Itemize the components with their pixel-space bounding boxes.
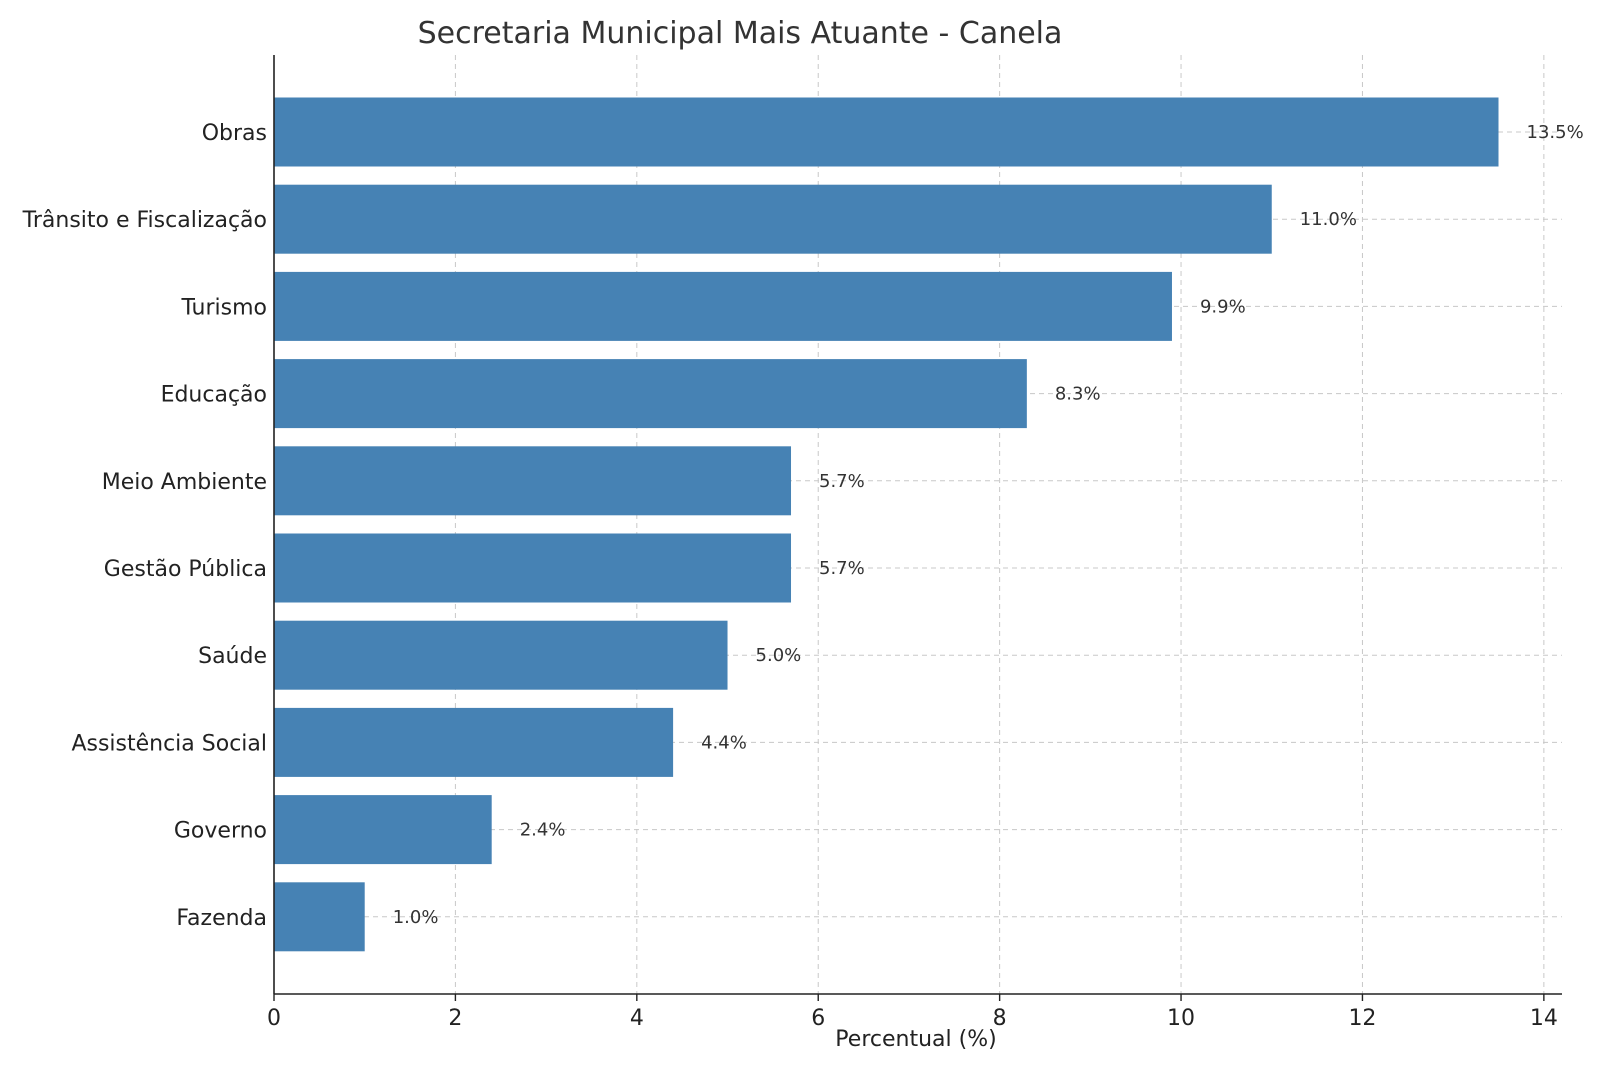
bar-0 (274, 97, 1499, 167)
category-label-9: Fazenda (176, 906, 267, 931)
value-label-1: 11.0% (1300, 209, 1357, 230)
value-label-3: 8.3% (1055, 384, 1101, 405)
x-tick-labels: 0 2 4 6 8 10 12 14 (267, 994, 1558, 1031)
value-label-2: 9.9% (1200, 296, 1246, 317)
value-label-8: 2.4% (520, 820, 566, 841)
value-label-4: 5.7% (819, 471, 865, 492)
category-label-6: Saúde (198, 644, 267, 669)
bar-3 (274, 359, 1027, 429)
bar-1 (274, 184, 1272, 254)
category-label-5: Gestão Pública (104, 557, 267, 582)
x-tick-label-0: 0 (267, 1006, 281, 1031)
x-tick-label-6: 12 (1348, 1006, 1376, 1031)
category-label-0: Obras (202, 121, 267, 146)
value-labels: 13.5% 11.0% 9.9% 8.3% 5.7% 5.7% 5.0% 4.4% 2.4% 1.… (393, 122, 1584, 928)
x-axis-title: Percentual (%) (835, 1027, 996, 1052)
bar-5 (274, 533, 792, 603)
category-label-1: Trânsito e Fiscalização (22, 208, 267, 233)
value-label-5: 5.7% (819, 558, 865, 579)
bar-6 (274, 620, 728, 690)
x-tick-label-3: 6 (811, 1006, 825, 1031)
value-label-7: 4.4% (701, 732, 747, 753)
category-label-2: Turismo (180, 295, 267, 320)
category-label-8: Governo (174, 819, 267, 844)
bar-8 (274, 795, 492, 865)
x-tick-label-7: 14 (1530, 1006, 1558, 1031)
value-label-0: 13.5% (1527, 122, 1584, 143)
category-label-7: Assistência Social (71, 731, 267, 756)
category-labels: Obras Trânsito e Fiscalização Turismo Educa… (22, 121, 267, 931)
value-label-6: 5.0% (756, 645, 802, 666)
bar-4 (274, 446, 792, 516)
bars (274, 97, 1499, 952)
x-tick-label-2: 4 (630, 1006, 644, 1031)
x-tick-label-4: 8 (993, 1006, 1007, 1031)
bar-2 (274, 271, 1172, 341)
chart-title: Secretaria Municipal Mais Atuante - Cane… (418, 16, 1063, 51)
category-label-4: Meio Ambiente (102, 470, 267, 495)
bar-7 (274, 707, 674, 777)
x-tick-label-1: 2 (448, 1006, 462, 1031)
bar-9 (274, 882, 365, 952)
x-tick-label-5: 10 (1167, 1006, 1195, 1031)
category-label-3: Educação (161, 383, 267, 408)
value-label-9: 1.0% (393, 907, 439, 928)
